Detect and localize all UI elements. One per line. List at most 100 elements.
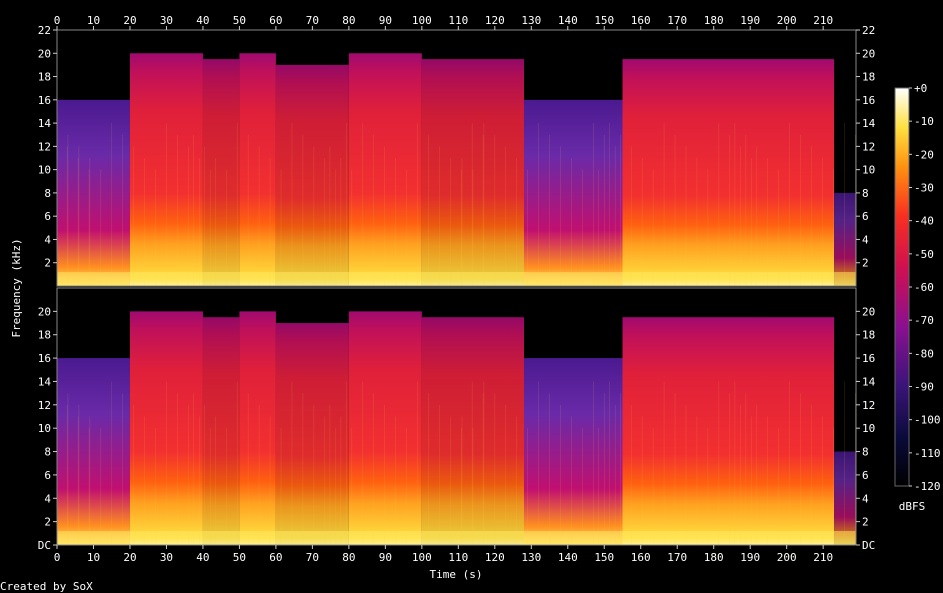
x-tick-label-top: 170 — [667, 14, 687, 27]
y-tick-label-left: 12 — [38, 140, 51, 153]
y-tick-label-left: 8 — [44, 446, 51, 459]
colorbar-tick-label: -90 — [914, 381, 934, 394]
y-tick-label-left: DC — [38, 539, 51, 552]
spectrogram-segment — [622, 59, 835, 286]
y-tick-label-right: 18 — [862, 71, 875, 84]
x-tick-label-bottom: 100 — [412, 551, 432, 564]
y-tick-label-right: 10 — [862, 164, 875, 177]
y-tick-label-left: 22 — [38, 24, 51, 37]
x-tick-label-bottom: 20 — [123, 551, 136, 564]
y-tick-label-right: 2 — [862, 257, 869, 270]
x-tick-label-bottom: 210 — [813, 551, 833, 564]
x-tick-label-top: 30 — [160, 14, 173, 27]
y-tick-label-left: 2 — [44, 516, 51, 529]
x-tick-label-top: 80 — [342, 14, 355, 27]
spectrogram-segment — [834, 192, 856, 286]
y-tick-label-left: 8 — [44, 187, 51, 200]
y-tick-label-right: 10 — [862, 422, 875, 435]
x-tick-label-top: 180 — [704, 14, 724, 27]
footer-credit: Created by SoX — [0, 580, 93, 593]
x-tick-label-bottom: 170 — [667, 551, 687, 564]
y-tick-label-left: 20 — [38, 47, 51, 60]
spectrogram-segment — [129, 311, 203, 545]
y-tick-label-right: 18 — [862, 329, 875, 342]
y-tick-label-right: 14 — [862, 117, 876, 130]
x-tick-label-bottom: 0 — [54, 551, 61, 564]
spectrogram-segment — [421, 59, 524, 286]
x-tick-label-top: 50 — [233, 14, 246, 27]
colorbar-tick-label: -40 — [914, 215, 934, 228]
x-tick-label-top: 60 — [269, 14, 282, 27]
y-tick-label-left: 4 — [44, 233, 51, 246]
y-tick-label-right: 12 — [862, 399, 875, 412]
x-tick-label-top: 190 — [740, 14, 760, 27]
y-tick-label-left: 4 — [44, 492, 51, 505]
x-tick-label-top: 40 — [196, 14, 209, 27]
spectrogram-segment — [202, 317, 240, 545]
x-tick-label-bottom: 110 — [448, 551, 468, 564]
x-tick-label-top: 100 — [412, 14, 432, 27]
colorbar-tick-label: +0 — [914, 82, 927, 95]
colorbar-tick-label: -30 — [914, 182, 934, 195]
y-tick-label-right: 6 — [862, 469, 869, 482]
y-tick-label-left: 2 — [44, 257, 51, 270]
y-tick-label-right: 14 — [862, 375, 876, 388]
x-tick-label-top: 200 — [777, 14, 797, 27]
y-tick-label-right: 8 — [862, 446, 869, 459]
channel-frame — [56, 287, 857, 546]
y-tick-label-left: 6 — [44, 469, 51, 482]
x-tick-label-bottom: 200 — [777, 551, 797, 564]
x-tick-label-top: 0 — [54, 14, 61, 27]
colorbar-tick-label: -50 — [914, 248, 934, 261]
x-tick-label-bottom: 180 — [704, 551, 724, 564]
spectrogram-segment — [523, 358, 623, 545]
colorbar-tick-label: -120 — [914, 480, 941, 493]
channel-frame — [56, 29, 857, 287]
y-tick-label-right: 20 — [862, 47, 875, 60]
x-tick-label-top: 120 — [485, 14, 505, 27]
y-tick-label-left: 6 — [44, 210, 51, 223]
spectrogram-channel-1 — [56, 29, 857, 287]
x-tick-label-bottom: 50 — [233, 551, 246, 564]
y-tick-label-left: 16 — [38, 352, 51, 365]
x-tick-label-top: 140 — [558, 14, 578, 27]
y-tick-label-left: 16 — [38, 94, 51, 107]
spectrogram-segment — [202, 59, 240, 286]
spectrogram-segment — [57, 99, 130, 287]
spectrogram-segment — [275, 64, 349, 286]
x-tick-label-bottom: 70 — [306, 551, 319, 564]
y-tick-label-left: 10 — [38, 164, 51, 177]
y-tick-label-left: 18 — [38, 329, 51, 342]
y-tick-label-right: 16 — [862, 352, 875, 365]
x-tick-label-bottom: 160 — [631, 551, 651, 564]
x-tick-label-bottom: 130 — [521, 551, 541, 564]
spectrogram-segment — [622, 317, 835, 545]
colorbar-tick-label: -100 — [914, 414, 941, 427]
y-tick-label-left: 12 — [38, 399, 51, 412]
y-tick-label-left: 10 — [38, 422, 51, 435]
spectrogram-segment — [129, 53, 203, 286]
spectrogram-segment — [523, 99, 623, 287]
x-tick-label-bottom: 90 — [379, 551, 392, 564]
x-tick-label-top: 210 — [813, 14, 833, 27]
spectrogram-segment — [239, 311, 276, 545]
y-tick-label-left: 14 — [38, 375, 52, 388]
colorbar-tick-label: -110 — [914, 447, 941, 460]
x-tick-label-bottom: 80 — [342, 551, 355, 564]
x-tick-label-top: 130 — [521, 14, 541, 27]
x-tick-label-bottom: 40 — [196, 551, 209, 564]
x-tick-label-top: 150 — [594, 14, 614, 27]
x-tick-label-top: 20 — [123, 14, 136, 27]
x-tick-label-bottom: 30 — [160, 551, 173, 564]
colorbar-tick-label: -70 — [914, 314, 934, 327]
y-tick-label-right: 20 — [862, 305, 875, 318]
y-tick-label-right: 8 — [862, 187, 869, 200]
y-tick-label-right: 16 — [862, 94, 875, 107]
y-tick-label-right: 4 — [862, 233, 869, 246]
y-tick-label-left: 20 — [38, 305, 51, 318]
y-tick-label-right: 12 — [862, 140, 875, 153]
colorbar-tick-label: -20 — [914, 148, 934, 161]
y-tick-label-right: 2 — [862, 516, 869, 529]
x-axis-label: Time (s) — [430, 568, 483, 581]
